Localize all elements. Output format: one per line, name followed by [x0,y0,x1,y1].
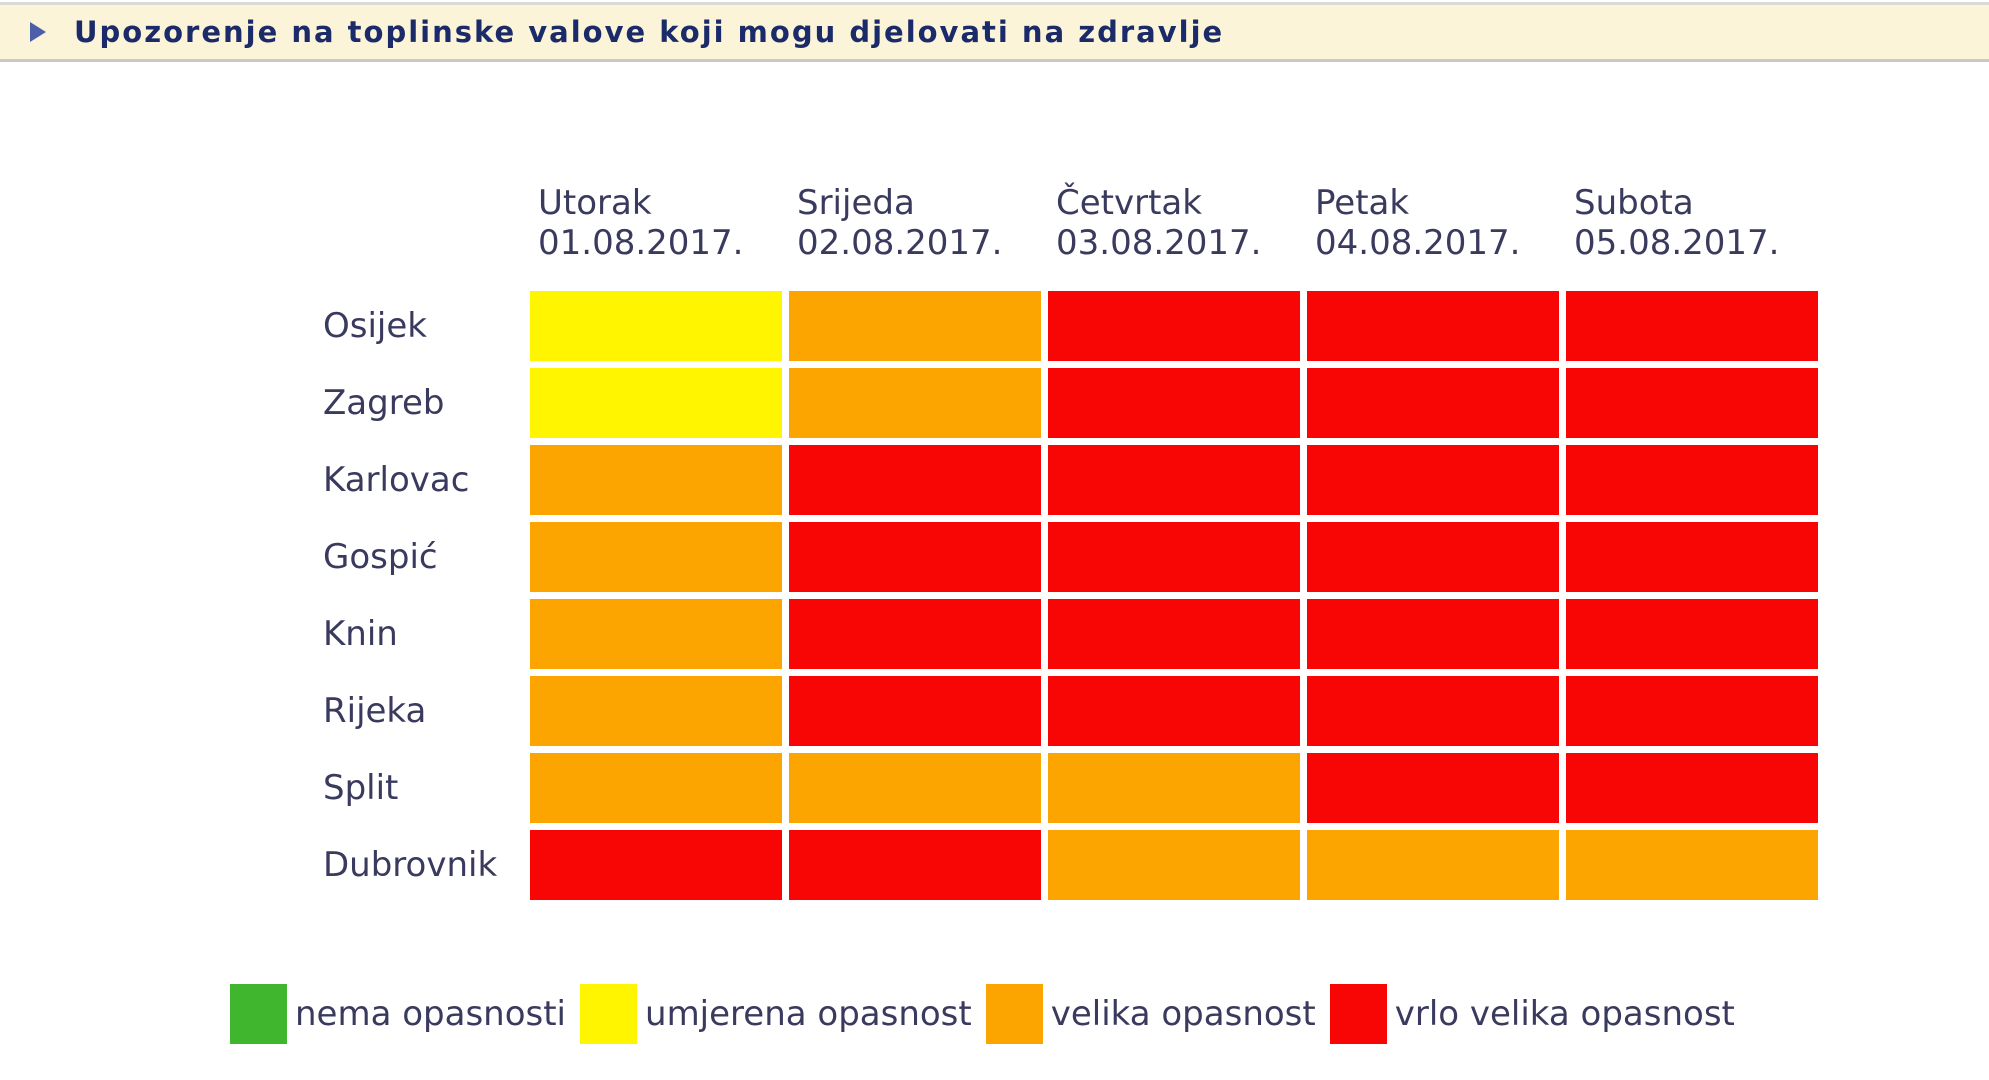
column-header: Srijeda 02.08.2017. [789,183,1048,263]
row-label-city: Karlovac [323,460,470,500]
heat-cell [530,291,782,361]
heat-cell [1048,445,1300,515]
heat-cell [1566,753,1818,823]
heat-cell [789,753,1041,823]
legend-label: umjerena opasnost [645,994,972,1034]
heat-cell [789,676,1041,746]
table-row: Dubrovnik [0,830,1825,900]
day-name: Utorak [538,183,652,223]
legend: nema opasnosti umjerena opasnost velika op… [230,983,1749,1045]
day-date: 05.08.2017. [1574,223,1780,263]
heat-rows: Osijek Zagreb Karlovac Gospić Knin Rijeka Spli… [0,291,1825,900]
heat-cell [1307,445,1559,515]
heatwave-matrix: Utorak 01.08.2017. Srijeda 02.08.2017. Četvr… [0,183,1825,907]
section-header-bar: Upozorenje na toplinske valove koji mogu… [0,2,1989,62]
table-row: Zagreb [0,368,1825,438]
legend-label: vrlo velika opasnost [1394,994,1735,1034]
table-row: Karlovac [0,445,1825,515]
heat-cell [530,599,782,669]
heat-cell [1048,830,1300,900]
heat-cell [1566,445,1818,515]
row-label-city: Osijek [323,306,427,346]
heat-cell [530,753,782,823]
table-row: Gospić [0,522,1825,592]
day-date: 04.08.2017. [1315,223,1521,263]
day-name: Četvrtak [1056,183,1202,223]
day-date: 03.08.2017. [1056,223,1262,263]
row-label-city: Rijeka [323,691,427,731]
heat-cell [789,291,1041,361]
heat-cell [789,522,1041,592]
heat-cell [1566,676,1818,746]
heat-cell [789,599,1041,669]
legend-label: velika opasnost [1050,994,1316,1034]
column-header: Četvrtak 03.08.2017. [1048,183,1307,263]
heat-cell [1566,368,1818,438]
heat-cell [789,445,1041,515]
heat-cell [1048,676,1300,746]
heat-cell [1048,291,1300,361]
heat-cell [789,368,1041,438]
heat-cell [1048,368,1300,438]
heat-cell [530,445,782,515]
legend-swatch-nema [230,984,287,1044]
heat-cell [1048,522,1300,592]
legend-swatch-vrlo-velika [1329,984,1387,1044]
column-header: Petak 04.08.2017. [1307,183,1566,263]
heat-cell [1307,676,1559,746]
heat-cell [789,830,1041,900]
bullet-arrow-icon [30,22,46,42]
day-date: 01.08.2017. [538,223,744,263]
heat-cell [1307,753,1559,823]
heat-cell [1307,599,1559,669]
heat-cell [1048,599,1300,669]
table-row: Split [0,753,1825,823]
heat-cell [1048,753,1300,823]
legend-label: nema opasnosti [295,994,567,1034]
legend-swatch-umjerena [580,984,638,1044]
row-label-city: Knin [323,614,398,654]
column-headers: Utorak 01.08.2017. Srijeda 02.08.2017. Četvr… [530,183,1825,263]
heat-cell [530,368,782,438]
heat-cell [1566,291,1818,361]
heat-cell [1307,291,1559,361]
heat-cell [530,522,782,592]
heat-cell [1566,830,1818,900]
page-title: Upozorenje na toplinske valove koji mogu… [74,15,1225,49]
heat-cell [530,676,782,746]
day-date: 02.08.2017. [797,223,1003,263]
row-label-city: Split [323,768,399,808]
table-row: Knin [0,599,1825,669]
day-name: Srijeda [797,183,915,223]
heat-cell [1307,522,1559,592]
legend-swatch-velika [985,984,1043,1044]
heat-cell [530,830,782,900]
row-label-city: Gospić [323,537,438,577]
row-label-city: Dubrovnik [323,845,498,885]
heat-cell [1307,830,1559,900]
day-name: Petak [1315,183,1410,223]
column-header: Subota 05.08.2017. [1566,183,1825,263]
column-header: Utorak 01.08.2017. [530,183,789,263]
row-label-city: Zagreb [323,383,445,423]
heat-cell [1566,522,1818,592]
day-name: Subota [1574,183,1694,223]
table-row: Rijeka [0,676,1825,746]
heat-cell [1566,599,1818,669]
heat-cell [1307,368,1559,438]
table-row: Osijek [0,291,1825,361]
